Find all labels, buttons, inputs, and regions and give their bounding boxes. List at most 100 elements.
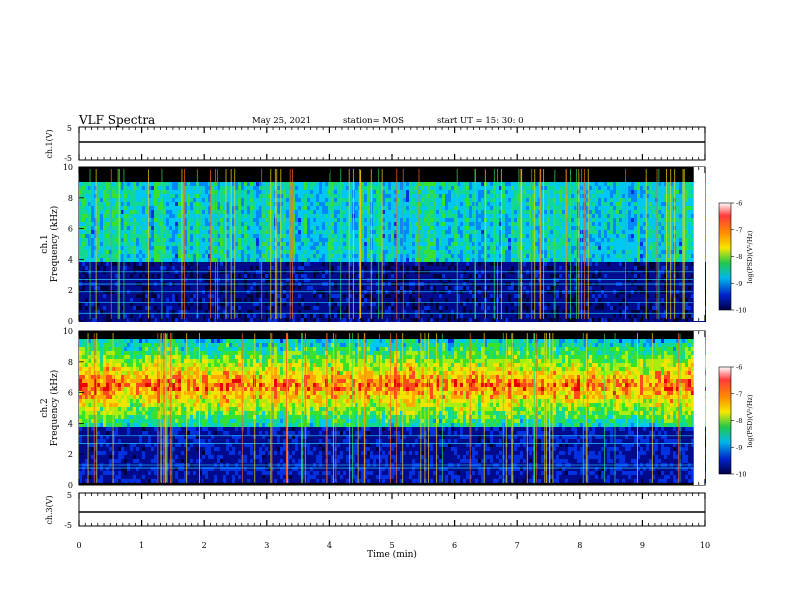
spec-cell — [202, 310, 205, 314]
spec-cell — [397, 314, 400, 318]
spec-cell — [424, 294, 427, 298]
spec-cell — [154, 222, 157, 226]
spec-cell — [397, 222, 400, 226]
spec-cell — [268, 198, 271, 202]
spec-cell — [154, 246, 157, 250]
spec-cell — [283, 250, 286, 254]
spec-cell — [232, 234, 235, 238]
spec-cell — [385, 206, 388, 210]
spec-cell — [256, 202, 259, 206]
spec-cell — [223, 242, 226, 246]
spec-cell — [169, 238, 172, 242]
spec-cell — [325, 198, 328, 202]
spec-cell — [343, 298, 346, 302]
spec-cell — [364, 222, 367, 226]
spec-cell — [469, 254, 472, 258]
spec-cell — [157, 230, 160, 234]
spec-cell — [385, 214, 388, 218]
spec-cell — [127, 262, 130, 266]
spec-cell — [94, 294, 97, 298]
spec-cell — [142, 222, 145, 226]
spec-cell — [292, 278, 295, 282]
spec-cell — [388, 202, 391, 206]
spec-cell — [436, 254, 439, 258]
spec-cell — [112, 294, 115, 298]
spec-cell — [466, 234, 469, 238]
spec-cell — [82, 190, 85, 194]
spec-cell — [187, 218, 190, 222]
spec-cell — [442, 266, 445, 270]
spec-cell — [82, 198, 85, 202]
spec-cell — [322, 214, 325, 218]
spec-cell — [154, 206, 157, 210]
spec-cell — [379, 278, 382, 282]
spec-cell — [397, 258, 400, 262]
spec-cell — [211, 246, 214, 250]
spec-cell — [154, 318, 157, 322]
spec-cell — [154, 198, 157, 202]
spec-cell — [412, 226, 415, 230]
spec-cell — [178, 262, 181, 266]
spec-cell — [331, 222, 334, 226]
spec-cell — [376, 186, 379, 190]
spec-cell — [313, 186, 316, 190]
spec-cell — [307, 214, 310, 218]
spec-cell — [85, 214, 88, 218]
spec-cell — [373, 186, 376, 190]
spec-cell — [247, 234, 250, 238]
spec-cell — [172, 226, 175, 230]
spec-cell — [373, 218, 376, 222]
spec-cell — [340, 278, 343, 282]
spec-cell — [103, 242, 106, 246]
spec-cell — [427, 202, 430, 206]
spec-cell — [94, 250, 97, 254]
spec-cell — [436, 262, 439, 266]
spec-cell — [268, 314, 271, 318]
spec-cell — [175, 242, 178, 246]
spec-cell — [412, 258, 415, 262]
spec-cell — [166, 186, 169, 190]
spec-cell — [322, 242, 325, 246]
spec-cell — [361, 242, 364, 246]
spec-cell — [478, 294, 481, 298]
spec-cell — [85, 262, 88, 266]
spec-cell — [97, 198, 100, 202]
spec-cell — [349, 182, 352, 186]
spec-cell — [244, 210, 247, 214]
spec-cell — [136, 194, 139, 198]
spec-cell — [94, 222, 97, 226]
spec-cell — [190, 286, 193, 290]
spec-cell — [232, 266, 235, 270]
spec-cell — [298, 226, 301, 230]
spec-cell — [250, 302, 253, 306]
spec-cell — [142, 210, 145, 214]
spec-cell — [406, 202, 409, 206]
spec-cell — [148, 242, 151, 246]
spec-cell — [148, 202, 151, 206]
spec-cell — [178, 254, 181, 258]
spec-cell — [406, 262, 409, 266]
spec-cell — [388, 306, 391, 310]
spec-cell — [154, 230, 157, 234]
spec-cell — [190, 314, 193, 318]
spec-cell — [337, 306, 340, 310]
spec-cell — [442, 238, 445, 242]
spec-cell — [229, 194, 232, 198]
spec-cell — [205, 262, 208, 266]
spec-cell — [199, 302, 202, 306]
spec-cell — [397, 234, 400, 238]
spec-cell — [133, 238, 136, 242]
spec-cell — [436, 206, 439, 210]
spec-cell — [115, 258, 118, 262]
spec-cell — [340, 258, 343, 262]
spec-cell — [469, 298, 472, 302]
spec-cell — [442, 214, 445, 218]
spec-cell — [229, 182, 232, 186]
spec-cell — [430, 306, 433, 310]
spec-cell — [400, 298, 403, 302]
spec-cell — [334, 182, 337, 186]
spec-cell — [292, 258, 295, 262]
spec-cell — [313, 286, 316, 290]
spec-cell — [193, 222, 196, 226]
spec-cell — [355, 306, 358, 310]
